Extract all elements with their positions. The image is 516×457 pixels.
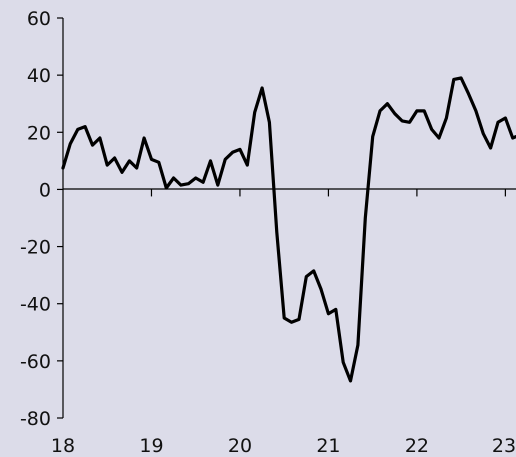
x-tick-label: 23 [492, 435, 516, 457]
data-point [142, 136, 146, 140]
data-point [83, 125, 87, 128]
data-point [172, 176, 175, 180]
data-point [400, 119, 404, 123]
data-point [76, 128, 80, 131]
series-line [61, 76, 516, 383]
y-tick-label: -20 [20, 237, 51, 259]
data-point [69, 142, 72, 145]
data-point [224, 158, 227, 161]
data-point [128, 159, 131, 163]
data-point [268, 121, 271, 124]
data-point [275, 231, 278, 234]
y-tick-label: 60 [27, 8, 51, 30]
data-point [61, 166, 65, 170]
x-tick-label: 19 [139, 435, 163, 457]
y-tick-label: 40 [27, 65, 51, 87]
data-point [378, 109, 382, 113]
y-axis: 60 40 20 0 -20 -40 -60 -80 [20, 8, 64, 430]
data-point [489, 146, 492, 150]
data-point [459, 76, 463, 80]
data-point [135, 166, 138, 170]
data-point [260, 86, 264, 90]
data-point [393, 112, 396, 115]
data-point [312, 269, 315, 273]
y-tick-label: 0 [39, 179, 51, 201]
x-tick-labels: 18 19 20 21 22 23 [51, 435, 516, 457]
data-point [150, 158, 153, 161]
data-point [496, 121, 500, 124]
x-tick-label: 22 [405, 435, 429, 457]
data-point [437, 136, 441, 140]
x-tick-label: 21 [316, 435, 340, 457]
data-point [91, 143, 94, 147]
data-point [297, 318, 301, 321]
data-point [445, 116, 448, 120]
data-point [342, 361, 345, 364]
data-point [201, 181, 205, 184]
data-point [386, 102, 389, 105]
data-point [364, 216, 367, 220]
data-point [474, 109, 478, 113]
data-point [98, 136, 102, 140]
data-point [482, 132, 485, 135]
data-point [415, 109, 419, 113]
data-point [356, 343, 360, 347]
y-tick-label: 20 [27, 122, 51, 144]
data-point [423, 109, 426, 113]
data-point [187, 182, 190, 185]
y-tick-label: -40 [20, 294, 51, 316]
x-tick-label: 20 [228, 435, 252, 457]
data-point [467, 92, 470, 95]
x-tick-label: 18 [51, 435, 75, 457]
data-point [238, 148, 242, 151]
y-tick-label: -80 [20, 408, 51, 430]
y-tick-label: -60 [20, 351, 51, 373]
plot-area [61, 76, 516, 383]
data-point [106, 163, 109, 167]
data-point [319, 288, 323, 291]
data-point [194, 176, 197, 180]
data-point [165, 186, 168, 190]
data-point [216, 183, 219, 187]
data-point [179, 183, 183, 187]
data-point [452, 78, 455, 81]
x-axis [63, 188, 516, 197]
data-point [349, 379, 352, 383]
data-point [157, 161, 160, 164]
data-point [209, 159, 212, 163]
data-point [113, 156, 116, 160]
data-point [504, 116, 507, 120]
data-point [430, 128, 433, 131]
data-point [231, 151, 234, 154]
data-point [283, 316, 286, 320]
data-point [334, 308, 337, 311]
data-point [327, 312, 330, 315]
data-point [246, 163, 249, 167]
data-point [371, 135, 374, 138]
data-point [305, 275, 308, 278]
data-point [253, 111, 256, 114]
data-point [120, 171, 124, 174]
data-point [408, 121, 411, 124]
data-point [290, 321, 293, 324]
data-point [511, 136, 514, 140]
